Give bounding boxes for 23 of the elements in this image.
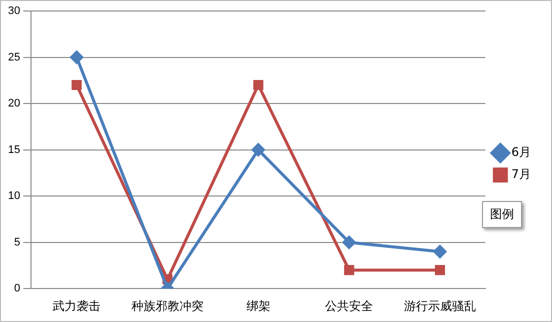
point	[342, 236, 356, 249]
text: 图例	[482, 201, 522, 228]
point	[70, 50, 84, 64]
y-tick-label: 30	[8, 5, 20, 18]
y-tick-label: 0	[14, 282, 20, 295]
point	[344, 265, 354, 276]
point	[434, 265, 445, 276]
point	[253, 80, 264, 90]
x-tick-label: 种族邪教冲突	[131, 299, 204, 314]
point	[252, 143, 265, 156]
y-tick-label: 20	[8, 98, 20, 110]
point	[72, 80, 82, 90]
x-tick-label: 绑架	[246, 299, 270, 314]
y-tick-label: 15	[8, 144, 20, 156]
point	[433, 245, 446, 258]
x-tick-label: 公共安全	[325, 299, 374, 314]
y-tick-label: 10	[8, 190, 20, 202]
legend-label: 6月	[511, 145, 532, 160]
y-tick-label: 5	[14, 236, 20, 248]
y-tick-label: 25	[8, 51, 20, 64]
x-tick-label: 武力袭击	[52, 299, 101, 314]
legend-label: 7月	[511, 167, 532, 182]
x-tick-label: 游行示威骚乱	[404, 299, 476, 314]
